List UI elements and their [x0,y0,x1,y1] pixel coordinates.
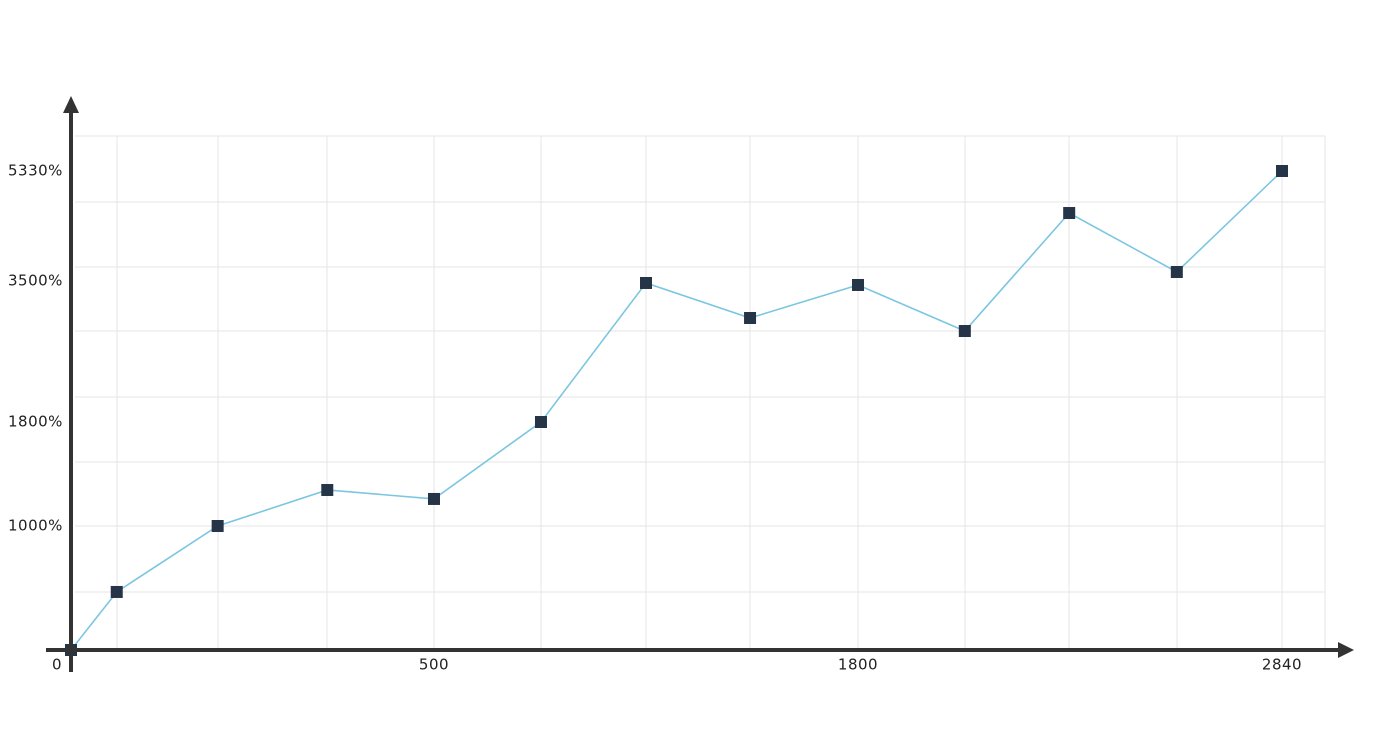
data-point [110,585,123,598]
data-line [70,170,1283,651]
y-tick-label: 1000% [8,517,63,535]
data-point [640,276,652,289]
x-tick-label: 1800 [838,656,878,674]
data-point [852,278,864,291]
y-tick-label: 5330% [8,162,63,180]
x-axis-arrow [1338,642,1354,658]
x-tick-label: 2840 [1262,656,1302,674]
data-point [1276,165,1288,177]
data-point [1170,265,1183,278]
y-tick-label: 1800% [8,413,63,431]
x-tick-label: 500 [419,656,449,674]
data-point [321,483,334,496]
background-grid [75,135,1326,650]
plot [65,165,1288,656]
x-tick-label: 0 [52,656,62,674]
y-axis-arrow [63,96,79,113]
data-point [1063,207,1076,220]
data-point [534,416,547,428]
data-point [211,520,224,532]
y-tick-label: 3500% [8,272,63,290]
data-point [744,311,757,324]
data-point [958,325,971,338]
data-point [428,492,440,505]
